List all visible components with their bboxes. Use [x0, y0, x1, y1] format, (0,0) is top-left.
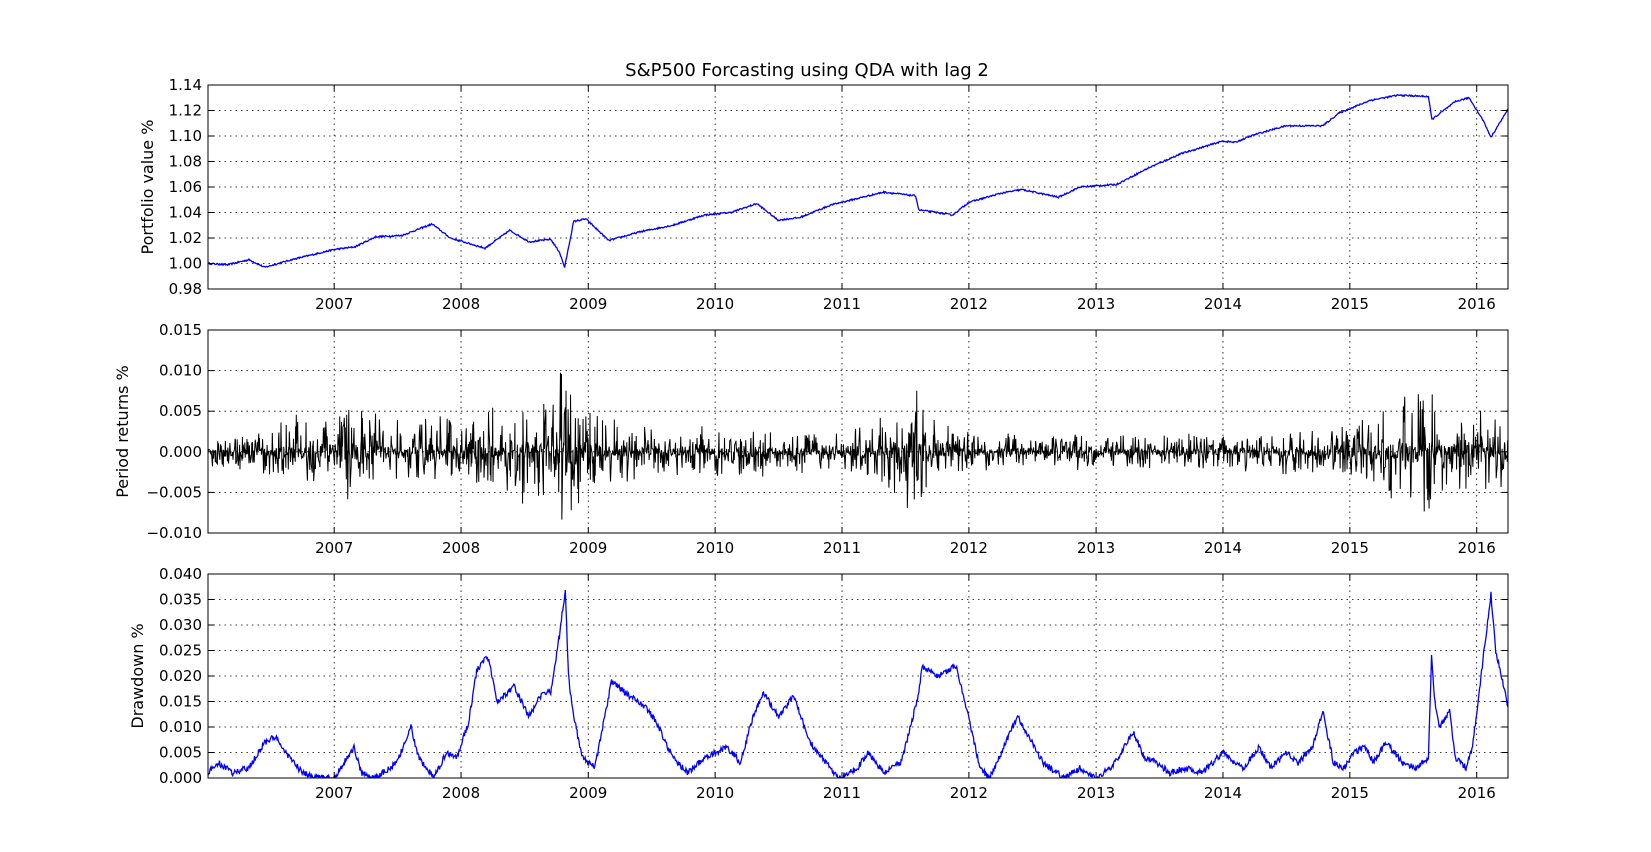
y-tick-label: 0.000: [159, 769, 202, 787]
x-tick-label: 2015: [1331, 539, 1369, 557]
x-tick-label: 2014: [1204, 539, 1242, 557]
y-tick-label: 0.98: [169, 280, 202, 298]
series-line: [208, 589, 1508, 778]
x-tick-label: 2011: [823, 295, 861, 313]
x-tick-label: 2016: [1458, 784, 1496, 802]
x-tick-label: 2009: [569, 295, 607, 313]
y-tick-label: 1.08: [169, 153, 202, 171]
y-tick-label: 1.06: [169, 178, 202, 196]
x-tick-label: 2009: [569, 784, 607, 802]
y-axis-label: Portfolio value %: [138, 120, 157, 255]
x-tick-label: 2008: [442, 295, 480, 313]
x-tick-label: 2010: [696, 539, 734, 557]
y-axis-label: Drawdown %: [128, 623, 147, 728]
gridlines: [208, 85, 1508, 289]
x-tick-label: 2016: [1458, 539, 1496, 557]
gridlines: [208, 574, 1508, 778]
y-tick-label: 0.020: [159, 667, 202, 685]
chart-title: S&P500 Forcasting using QDA with lag 2: [625, 60, 989, 81]
y-tick-label: 1.14: [169, 76, 202, 94]
x-tick-label: 2015: [1331, 784, 1369, 802]
y-tick-label: 0.030: [159, 616, 202, 634]
y-tick-label: 0.035: [159, 591, 202, 609]
y-axis-label: Period returns %: [113, 365, 132, 498]
x-tick-label: 2011: [823, 784, 861, 802]
y-tick-label: 0.015: [159, 321, 202, 339]
x-tick-label: 2014: [1204, 784, 1242, 802]
x-tick-label: 2008: [442, 784, 480, 802]
y-tick-label: 0.025: [159, 642, 202, 660]
y-tick-label: 1.04: [169, 204, 202, 222]
axes-frame: [207, 329, 1509, 534]
y-tick-label: 1.10: [169, 127, 202, 145]
x-tick-label: 2012: [950, 784, 988, 802]
y-tick-label: 0.000: [159, 443, 202, 461]
y-tick-label: −0.005: [146, 483, 202, 501]
series-line: [208, 372, 1508, 520]
y-tick-label: 0.010: [159, 718, 202, 736]
y-tick-label: 0.040: [159, 565, 202, 583]
y-tick-label: 1.12: [169, 102, 202, 120]
x-tick-label: 2007: [315, 539, 353, 557]
y-tick-label: 1.00: [169, 255, 202, 273]
subplot-period-returns: 2007 2008 2009 2010 2011 2012 2013 2014 2015 2016…: [113, 321, 1509, 557]
y-tick-label: −0.010: [146, 524, 202, 542]
series-line: [208, 93, 1508, 268]
subplot-portfolio-value: 2007 2008 2009 2010 2011 2012 2013 2014 2015 2016…: [138, 76, 1509, 313]
x-tick-label: 2007: [315, 295, 353, 313]
x-tick-label: 2012: [950, 539, 988, 557]
y-tick-label: 0.010: [159, 362, 202, 380]
gridlines: [208, 330, 1508, 533]
x-tick-label: 2008: [442, 539, 480, 557]
y-tick-label: 0.005: [159, 402, 202, 420]
x-tick-label: 2009: [569, 539, 607, 557]
x-tick-label: 2012: [950, 295, 988, 313]
x-tick-label: 2010: [696, 295, 734, 313]
y-tick-label: 0.015: [159, 693, 202, 711]
x-tick-label: 2016: [1458, 295, 1496, 313]
x-tick-label: 2014: [1204, 295, 1242, 313]
x-tick-label: 2007: [315, 784, 353, 802]
x-tick-label: 2010: [696, 784, 734, 802]
subplot-drawdown: 2007 2008 2009 2010 2011 2012 2013 2014 2015 2016…: [128, 565, 1509, 802]
x-tick-label: 2015: [1331, 295, 1369, 313]
y-tick-label: 0.005: [159, 744, 202, 762]
x-tick-label: 2011: [823, 539, 861, 557]
x-tick-label: 2013: [1077, 539, 1115, 557]
x-tick-label: 2013: [1077, 784, 1115, 802]
x-tick-label: 2013: [1077, 295, 1115, 313]
y-tick-label: 1.02: [169, 229, 202, 247]
